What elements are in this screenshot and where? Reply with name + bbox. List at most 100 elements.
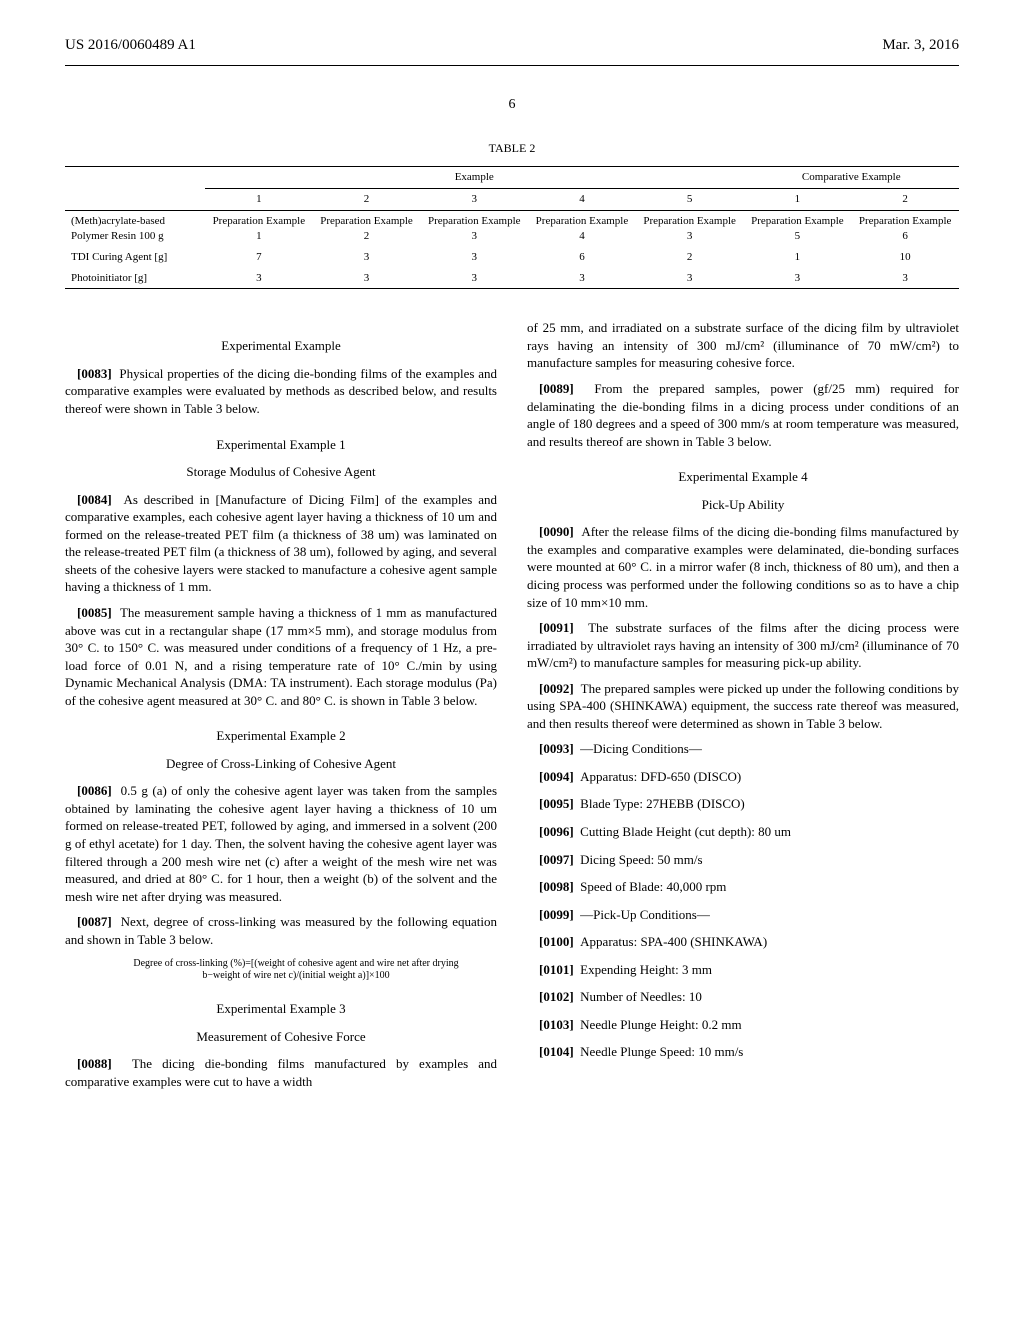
- table-group-comparative: Comparative Example: [744, 167, 959, 189]
- para-number: [0103]: [539, 1017, 574, 1032]
- list-item: [0102] Number of Needles: 10: [527, 988, 959, 1006]
- table-cell: Preparation Example 3: [636, 211, 744, 247]
- list-item-text: Apparatus: DFD-650 (DISCO): [574, 769, 742, 784]
- list-item: [0093] —Dicing Conditions—: [527, 740, 959, 758]
- list-item-text: Speed of Blade: 40,000 rpm: [574, 879, 727, 894]
- paragraph: [0090] After the release films of the di…: [527, 523, 959, 611]
- table-col-num: 2: [313, 189, 421, 211]
- table-cell: 3: [313, 268, 421, 289]
- para-number: [0101]: [539, 962, 574, 977]
- list-item: [0101] Expending Height: 3 mm: [527, 961, 959, 979]
- list-item: [0095] Blade Type: 27HEBB (DISCO): [527, 795, 959, 813]
- table-row-label: Photoinitiator [g]: [65, 268, 205, 289]
- table-cell: 3: [528, 268, 636, 289]
- para-number: [0084]: [77, 492, 112, 507]
- para-number: [0099]: [539, 907, 574, 922]
- paragraph: [0087] Next, degree of cross-linking was…: [65, 913, 497, 948]
- table-cell: Preparation Example 2: [313, 211, 421, 247]
- list-item-text: Apparatus: SPA-400 (SHINKAWA): [574, 934, 767, 949]
- table-cell: 3: [851, 268, 959, 289]
- list-item: [0100] Apparatus: SPA-400 (SHINKAWA): [527, 933, 959, 951]
- para-number: [0091]: [539, 620, 574, 635]
- sub-heading: Pick-Up Ability: [527, 496, 959, 514]
- publication-date: Mar. 3, 2016: [882, 35, 959, 55]
- para-number: [0092]: [539, 681, 574, 696]
- data-table: Example Comparative Example 1 2 3 4 5 1 …: [65, 166, 959, 289]
- table-cell: 7: [205, 247, 313, 268]
- paragraph: [0085] The measurement sample having a t…: [65, 604, 497, 709]
- table-group-example: Example: [205, 167, 744, 189]
- para-number: [0100]: [539, 934, 574, 949]
- table-cell: 1: [744, 247, 852, 268]
- header-rule: [65, 65, 959, 66]
- para-number: [0104]: [539, 1044, 574, 1059]
- list-item-text: —Dicing Conditions—: [574, 741, 702, 756]
- list-item: [0097] Dicing Speed: 50 mm/s: [527, 851, 959, 869]
- list-item: [0104] Needle Plunge Speed: 10 mm/s: [527, 1043, 959, 1061]
- table-cell: Preparation Example 1: [205, 211, 313, 247]
- list-item-text: Number of Needles: 10: [574, 989, 702, 1004]
- section-heading: Experimental Example 4: [527, 468, 959, 486]
- formula: Degree of cross-linking (%)=[(weight of …: [125, 958, 467, 982]
- list-item-text: Needle Plunge Speed: 10 mm/s: [574, 1044, 744, 1059]
- section-heading: Experimental Example 2: [65, 727, 497, 745]
- table-cell: 3: [636, 268, 744, 289]
- list-item: [0098] Speed of Blade: 40,000 rpm: [527, 878, 959, 896]
- table-col-num: 4: [528, 189, 636, 211]
- table-cell: Preparation Example 5: [744, 211, 852, 247]
- list-item-text: Expending Height: 3 mm: [574, 962, 712, 977]
- list-item-text: Dicing Speed: 50 mm/s: [574, 852, 703, 867]
- conditions-list: [0093] —Dicing Conditions—[0094] Apparat…: [527, 740, 959, 1061]
- para-number: [0093]: [539, 741, 574, 756]
- para-number: [0086]: [77, 783, 112, 798]
- right-column: of 25 mm, and irradiated on a substrate …: [527, 319, 959, 1098]
- table-row-label: (Meth)acrylate-based Polymer Resin 100 g: [65, 211, 205, 247]
- list-item-text: Needle Plunge Height: 0.2 mm: [574, 1017, 742, 1032]
- table-cell: 3: [744, 268, 852, 289]
- list-item-text: Cutting Blade Height (cut depth): 80 um: [574, 824, 791, 839]
- para-number: [0087]: [77, 914, 112, 929]
- para-number: [0098]: [539, 879, 574, 894]
- para-number: [0090]: [539, 524, 574, 539]
- sub-heading: Degree of Cross-Linking of Cohesive Agen…: [65, 755, 497, 773]
- table-cell: 2: [636, 247, 744, 268]
- section-heading: Experimental Example 1: [65, 436, 497, 454]
- list-item-text: —Pick-Up Conditions—: [574, 907, 710, 922]
- table-cell: 3: [420, 268, 528, 289]
- paragraph: [0092] The prepared samples were picked …: [527, 680, 959, 733]
- list-item: [0094] Apparatus: DFD-650 (DISCO): [527, 768, 959, 786]
- page-header: US 2016/0060489 A1 Mar. 3, 2016: [65, 35, 959, 55]
- list-item: [0099] —Pick-Up Conditions—: [527, 906, 959, 924]
- sub-heading: Storage Modulus of Cohesive Agent: [65, 463, 497, 481]
- table-label: TABLE 2: [65, 140, 959, 156]
- paragraph: [0086] 0.5 g (a) of only the cohesive ag…: [65, 782, 497, 905]
- page-number: 6: [65, 96, 959, 115]
- sub-heading: Measurement of Cohesive Force: [65, 1028, 497, 1046]
- table-cell: 3: [313, 247, 421, 268]
- paragraph-continuation: of 25 mm, and irradiated on a substrate …: [527, 319, 959, 372]
- table-cell: Preparation Example 6: [851, 211, 959, 247]
- paragraph: [0089] From the prepared samples, power …: [527, 380, 959, 450]
- list-item: [0103] Needle Plunge Height: 0.2 mm: [527, 1016, 959, 1034]
- paragraph: [0088] The dicing die-bonding films manu…: [65, 1055, 497, 1090]
- table-cell: 6: [528, 247, 636, 268]
- left-column: Experimental Example [0083] Physical pro…: [65, 319, 497, 1098]
- table-col-num: 2: [851, 189, 959, 211]
- table-cell: Preparation Example 3: [420, 211, 528, 247]
- paragraph: [0083] Physical properties of the dicing…: [65, 365, 497, 418]
- table-col-num: 3: [420, 189, 528, 211]
- table-cell: 3: [205, 268, 313, 289]
- para-number: [0102]: [539, 989, 574, 1004]
- table-row-label: TDI Curing Agent [g]: [65, 247, 205, 268]
- table-cell: Preparation Example 4: [528, 211, 636, 247]
- para-number: [0094]: [539, 769, 574, 784]
- patent-number: US 2016/0060489 A1: [65, 35, 196, 55]
- table-col-num: 5: [636, 189, 744, 211]
- table-col-num: 1: [205, 189, 313, 211]
- table-cell: 3: [420, 247, 528, 268]
- list-item: [0096] Cutting Blade Height (cut depth):…: [527, 823, 959, 841]
- para-number: [0097]: [539, 852, 574, 867]
- section-heading: Experimental Example 3: [65, 1000, 497, 1018]
- list-item-text: Blade Type: 27HEBB (DISCO): [574, 796, 745, 811]
- paragraph: [0091] The substrate surfaces of the fil…: [527, 619, 959, 672]
